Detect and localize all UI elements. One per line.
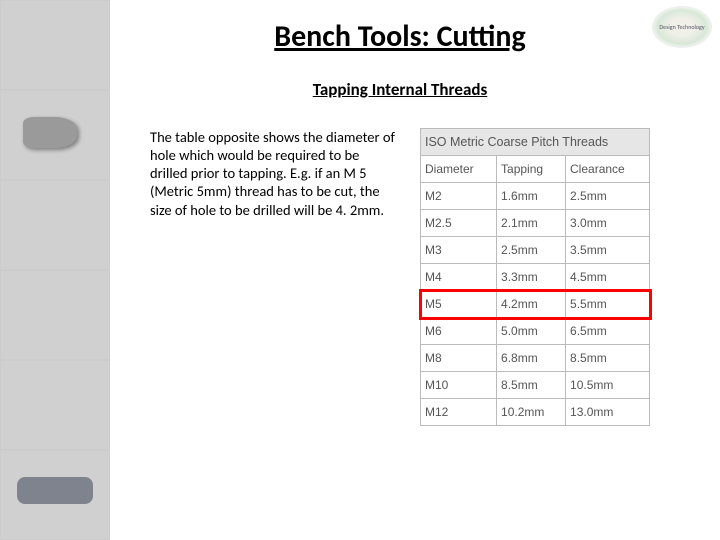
page-title: Bench Tools: Cutting	[150, 18, 650, 55]
table-row: M32.5mm3.5mm	[421, 237, 650, 264]
thread-table-wrap: ISO Metric Coarse Pitch Threads Diameter…	[420, 128, 650, 426]
table-cell: 2.5mm	[497, 237, 566, 264]
content-row: The table opposite shows the diameter of…	[150, 128, 650, 426]
sidebar-thumb	[0, 90, 110, 180]
table-cell: 5.0mm	[497, 318, 566, 345]
table-cell: 1.6mm	[497, 183, 566, 210]
table-cell: 13.0mm	[566, 399, 650, 426]
col-tapping: Tapping	[497, 156, 566, 183]
table-row: M86.8mm8.5mm	[421, 345, 650, 372]
table-cell: 8.5mm	[566, 345, 650, 372]
body-paragraph: The table opposite shows the diameter of…	[150, 128, 396, 219]
table-cell: 4.5mm	[566, 264, 650, 291]
table-row: M43.3mm4.5mm	[421, 264, 650, 291]
table-cell: 10.2mm	[497, 399, 566, 426]
table-title: ISO Metric Coarse Pitch Threads	[421, 129, 650, 156]
table-cell: 4.2mm	[497, 291, 566, 318]
table-cell: 2.1mm	[497, 210, 566, 237]
table-cell: M6	[421, 318, 497, 345]
table-cell: M2.5	[421, 210, 497, 237]
sidebar-thumb	[0, 450, 110, 540]
sidebar-thumb	[0, 270, 110, 360]
table-row: M21.6mm2.5mm	[421, 183, 650, 210]
table-cell: M10	[421, 372, 497, 399]
table-cell: M5	[421, 291, 497, 318]
table-cell: 3.0mm	[566, 210, 650, 237]
thread-table: ISO Metric Coarse Pitch Threads Diameter…	[420, 128, 650, 426]
table-cell: 2.5mm	[566, 183, 650, 210]
col-diameter: Diameter	[421, 156, 497, 183]
table-cell: 3.5mm	[566, 237, 650, 264]
sidebar-image-strip	[0, 0, 110, 540]
table-cell: M12	[421, 399, 497, 426]
table-row: M54.2mm5.5mm	[421, 291, 650, 318]
table-cell: M2	[421, 183, 497, 210]
sidebar-thumb	[0, 0, 110, 90]
table-cell: M3	[421, 237, 497, 264]
page-subtitle: Tapping Internal Threads	[150, 79, 650, 100]
main-content: Bench Tools: Cutting Tapping Internal Th…	[110, 0, 720, 540]
sidebar-thumb	[0, 360, 110, 450]
table-row: M65.0mm6.5mm	[421, 318, 650, 345]
sidebar-thumb	[0, 180, 110, 270]
table-cell: 10.5mm	[566, 372, 650, 399]
col-clearance: Clearance	[566, 156, 650, 183]
table-row: M108.5mm10.5mm	[421, 372, 650, 399]
table-header-row: Diameter Tapping Clearance	[421, 156, 650, 183]
table-cell: 8.5mm	[497, 372, 566, 399]
table-row: M1210.2mm13.0mm	[421, 399, 650, 426]
table-cell: 6.5mm	[566, 318, 650, 345]
table-cell: M4	[421, 264, 497, 291]
table-cell: 3.3mm	[497, 264, 566, 291]
table-cell: M8	[421, 345, 497, 372]
table-cell: 5.5mm	[566, 291, 650, 318]
table-row: M2.52.1mm3.0mm	[421, 210, 650, 237]
table-cell: 6.8mm	[497, 345, 566, 372]
